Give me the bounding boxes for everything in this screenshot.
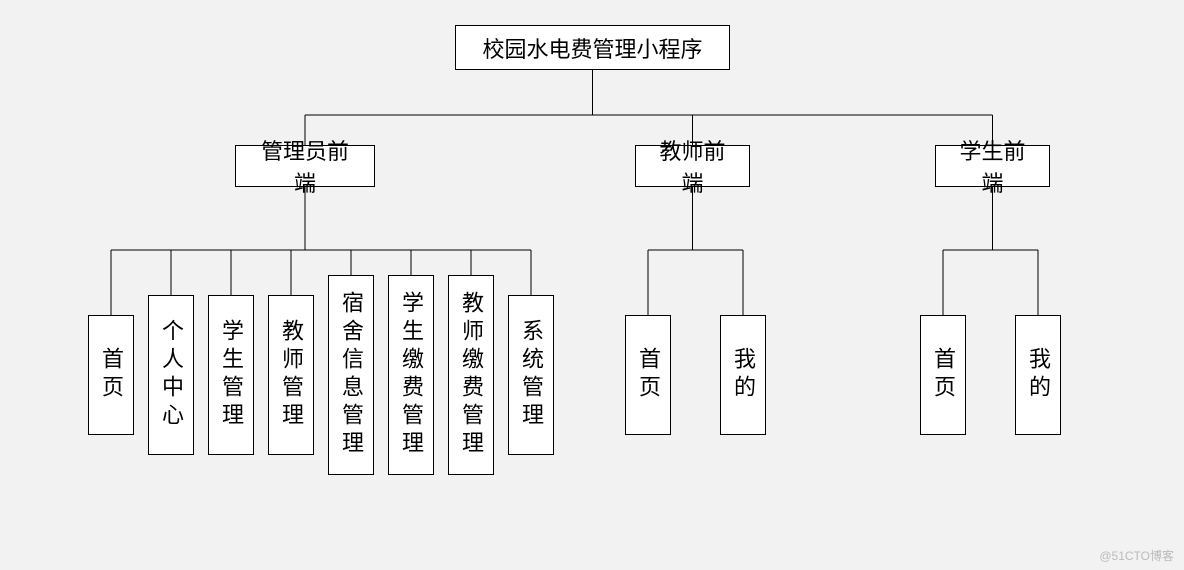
- leaf-node: 首页: [920, 315, 966, 435]
- leaf-node: 学生缴费管理: [388, 275, 434, 475]
- connector-lines: [0, 0, 1184, 570]
- leaf-node: 教师管理: [268, 295, 314, 455]
- branch-node-admin: 管理员前端: [235, 145, 375, 187]
- leaf-label: 首页: [927, 347, 959, 403]
- leaf-label: 首页: [632, 347, 664, 403]
- leaf-node: 个人中心: [148, 295, 194, 455]
- leaf-node: 教师缴费管理: [448, 275, 494, 475]
- branch-node-student: 学生前端: [935, 145, 1050, 187]
- branch-label: 学生前端: [952, 134, 1033, 198]
- branch-label: 教师前端: [652, 134, 733, 198]
- leaf-label: 学生管理: [215, 319, 247, 431]
- leaf-node: 我的: [1015, 315, 1061, 435]
- leaf-node: 我的: [720, 315, 766, 435]
- leaf-label: 个人中心: [155, 319, 187, 431]
- leaf-node: 首页: [625, 315, 671, 435]
- leaf-label: 宿舍信息管理: [335, 291, 367, 459]
- branch-node-teacher: 教师前端: [635, 145, 750, 187]
- leaf-node: 宿舍信息管理: [328, 275, 374, 475]
- root-label: 校园水电费管理小程序: [482, 32, 702, 64]
- leaf-label: 教师管理: [275, 319, 307, 431]
- leaf-label: 教师缴费管理: [455, 291, 487, 459]
- watermark-text: @51CTO博客: [1099, 547, 1174, 564]
- branch-label: 管理员前端: [252, 134, 358, 198]
- leaf-label: 学生缴费管理: [395, 291, 427, 459]
- leaf-label: 系统管理: [515, 319, 547, 431]
- leaf-node: 学生管理: [208, 295, 254, 455]
- leaf-label: 首页: [95, 347, 127, 403]
- leaf-node: 首页: [88, 315, 134, 435]
- leaf-label: 我的: [1022, 347, 1054, 403]
- leaf-label: 我的: [727, 347, 759, 403]
- leaf-node: 系统管理: [508, 295, 554, 455]
- root-node: 校园水电费管理小程序: [455, 25, 730, 70]
